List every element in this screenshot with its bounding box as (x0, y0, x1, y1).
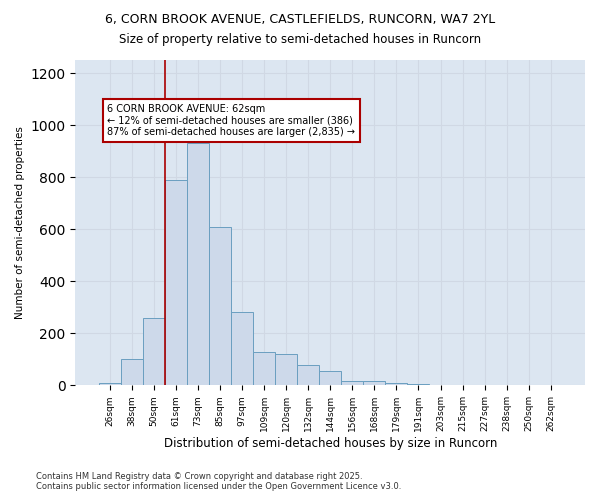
Bar (231, 312, 253, 386)
X-axis label: Distribution of semi-detached houses by size in Runcorn: Distribution of semi-detached houses by … (164, 437, 497, 450)
Bar (143, 318, 165, 386)
Bar (275, 354, 297, 386)
Bar (319, 371, 341, 386)
Bar (430, 384, 452, 386)
Bar (452, 385, 473, 386)
Bar (121, 360, 143, 386)
Y-axis label: Number of semi-detached properties: Number of semi-detached properties (15, 126, 25, 319)
Bar (253, 352, 275, 386)
Text: Size of property relative to semi-detached houses in Runcorn: Size of property relative to semi-detach… (119, 32, 481, 46)
Bar (297, 364, 319, 386)
Text: Contains HM Land Registry data © Crown copyright and database right 2025.
Contai: Contains HM Land Registry data © Crown c… (36, 472, 401, 491)
Bar (209, 226, 231, 386)
Text: 6 CORN BROOK AVENUE: 62sqm
← 12% of semi-detached houses are smaller (386)
87% o: 6 CORN BROOK AVENUE: 62sqm ← 12% of semi… (107, 104, 355, 138)
Bar (385, 384, 407, 386)
Bar (407, 384, 430, 386)
Bar (165, 180, 187, 386)
Text: 6, CORN BROOK AVENUE, CASTLEFIELDS, RUNCORN, WA7 2YL: 6, CORN BROOK AVENUE, CASTLEFIELDS, RUNC… (105, 12, 495, 26)
Bar (341, 380, 363, 386)
Bar (98, 384, 121, 386)
Bar (363, 380, 385, 386)
Bar (187, 144, 209, 386)
